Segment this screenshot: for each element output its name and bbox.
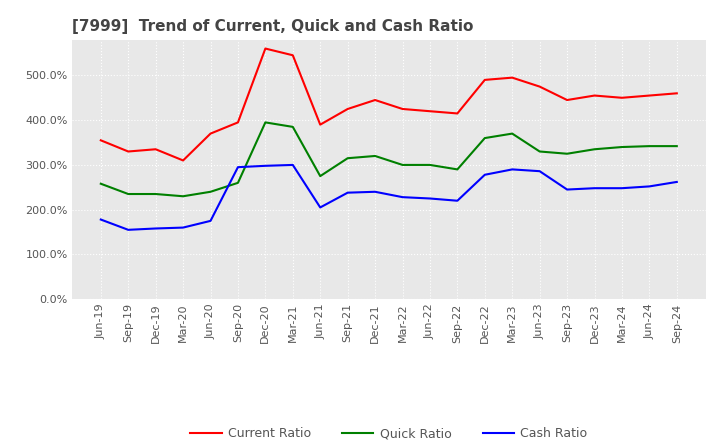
Quick Ratio bbox=[316, 173, 325, 179]
Cash Ratio bbox=[371, 189, 379, 194]
Cash Ratio bbox=[343, 190, 352, 195]
Cash Ratio bbox=[480, 172, 489, 177]
Cash Ratio bbox=[426, 196, 434, 201]
Current Ratio bbox=[124, 149, 132, 154]
Quick Ratio bbox=[563, 151, 572, 156]
Cash Ratio bbox=[96, 217, 105, 222]
Current Ratio bbox=[508, 75, 516, 80]
Cash Ratio bbox=[453, 198, 462, 203]
Current Ratio bbox=[371, 97, 379, 103]
Quick Ratio bbox=[480, 136, 489, 141]
Quick Ratio bbox=[343, 156, 352, 161]
Current Ratio bbox=[233, 120, 242, 125]
Current Ratio bbox=[316, 122, 325, 127]
Quick Ratio bbox=[289, 124, 297, 129]
Legend: Current Ratio, Quick Ratio, Cash Ratio: Current Ratio, Quick Ratio, Cash Ratio bbox=[185, 422, 593, 440]
Cash Ratio bbox=[179, 225, 187, 230]
Cash Ratio bbox=[261, 163, 270, 169]
Current Ratio bbox=[261, 46, 270, 51]
Current Ratio bbox=[398, 106, 407, 112]
Cash Ratio bbox=[563, 187, 572, 192]
Current Ratio bbox=[179, 158, 187, 163]
Current Ratio bbox=[151, 147, 160, 152]
Current Ratio bbox=[206, 131, 215, 136]
Quick Ratio bbox=[151, 191, 160, 197]
Quick Ratio bbox=[645, 143, 654, 149]
Current Ratio bbox=[289, 53, 297, 58]
Quick Ratio bbox=[398, 162, 407, 168]
Quick Ratio bbox=[590, 147, 599, 152]
Cash Ratio bbox=[536, 169, 544, 174]
Cash Ratio bbox=[124, 227, 132, 232]
Quick Ratio bbox=[618, 144, 626, 150]
Cash Ratio bbox=[316, 205, 325, 210]
Cash Ratio bbox=[672, 179, 681, 184]
Current Ratio bbox=[618, 95, 626, 100]
Cash Ratio bbox=[289, 162, 297, 168]
Quick Ratio bbox=[96, 181, 105, 187]
Current Ratio bbox=[480, 77, 489, 83]
Cash Ratio bbox=[151, 226, 160, 231]
Cash Ratio bbox=[398, 194, 407, 200]
Quick Ratio bbox=[206, 189, 215, 194]
Current Ratio bbox=[343, 106, 352, 112]
Quick Ratio bbox=[179, 194, 187, 199]
Quick Ratio bbox=[124, 191, 132, 197]
Cash Ratio bbox=[206, 218, 215, 224]
Current Ratio bbox=[672, 91, 681, 96]
Current Ratio bbox=[453, 111, 462, 116]
Line: Cash Ratio: Cash Ratio bbox=[101, 165, 677, 230]
Quick Ratio bbox=[371, 153, 379, 158]
Current Ratio bbox=[590, 93, 599, 98]
Cash Ratio bbox=[508, 167, 516, 172]
Quick Ratio bbox=[426, 162, 434, 168]
Quick Ratio bbox=[672, 143, 681, 149]
Current Ratio bbox=[426, 109, 434, 114]
Quick Ratio bbox=[261, 120, 270, 125]
Cash Ratio bbox=[645, 184, 654, 189]
Quick Ratio bbox=[453, 167, 462, 172]
Current Ratio bbox=[563, 97, 572, 103]
Quick Ratio bbox=[536, 149, 544, 154]
Current Ratio bbox=[96, 138, 105, 143]
Current Ratio bbox=[536, 84, 544, 89]
Cash Ratio bbox=[590, 186, 599, 191]
Line: Quick Ratio: Quick Ratio bbox=[101, 122, 677, 196]
Current Ratio bbox=[645, 93, 654, 98]
Text: [7999]  Trend of Current, Quick and Cash Ratio: [7999] Trend of Current, Quick and Cash … bbox=[72, 19, 473, 34]
Quick Ratio bbox=[233, 180, 242, 186]
Line: Current Ratio: Current Ratio bbox=[101, 48, 677, 161]
Cash Ratio bbox=[233, 165, 242, 170]
Cash Ratio bbox=[618, 186, 626, 191]
Quick Ratio bbox=[508, 131, 516, 136]
